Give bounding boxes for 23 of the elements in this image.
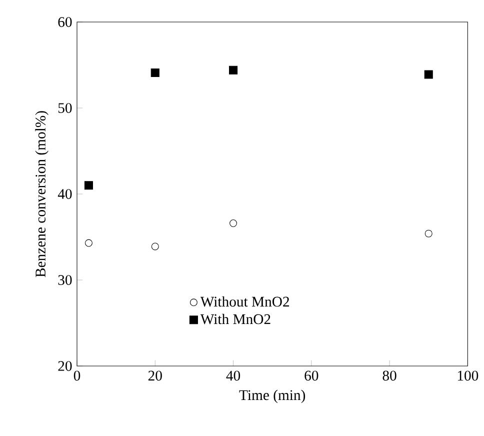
point (229, 66, 238, 74)
y-axis-title: Benzene conversion (mol%) (35, 111, 48, 278)
x-tick-label: 100 (458, 370, 478, 381)
y-tick-label: 60 (58, 17, 72, 27)
x-tick-label: 0 (74, 370, 80, 381)
x-axis-title: Time (min) (239, 390, 306, 404)
x-tick-label: 60 (304, 370, 318, 381)
y-tick-label: 20 (58, 361, 72, 371)
y-tick-label: 30 (58, 275, 72, 285)
legend-label: Without MnO2 (200, 296, 289, 307)
legend-label: With MnO2 (200, 314, 270, 324)
point (151, 242, 159, 250)
point (84, 181, 93, 190)
x-tick-label: 20 (148, 370, 162, 381)
point (424, 70, 433, 79)
x-tick-label: 80 (382, 370, 396, 381)
point (230, 220, 238, 227)
point (424, 230, 432, 238)
y-tick-label: 40 (58, 189, 72, 199)
y-tick-label: 50 (58, 103, 72, 113)
x-tick-label: 40 (226, 370, 240, 381)
point (150, 68, 160, 78)
point (84, 239, 92, 247)
